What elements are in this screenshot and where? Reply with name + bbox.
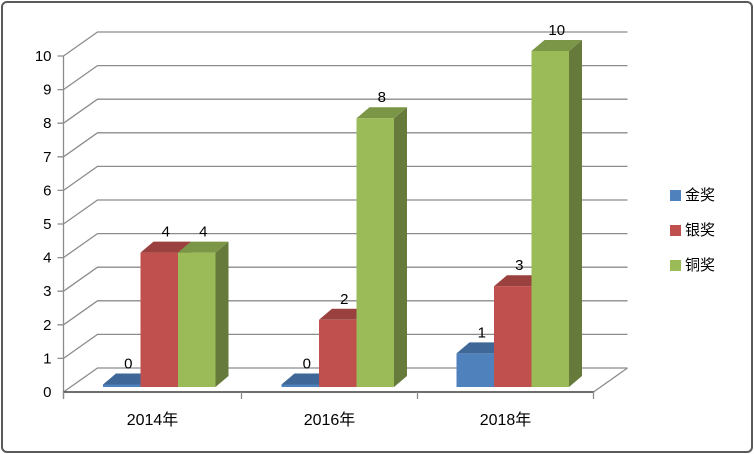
bar-top-s2-c1 <box>356 107 407 119</box>
bar-top-s2-c2 <box>531 40 582 51</box>
bar-side-s2-c1 <box>394 107 407 387</box>
gridline <box>57 64 628 91</box>
y-tick-label: 4 <box>43 250 51 267</box>
bar-side-s2-c0 <box>215 241 229 387</box>
data-label: 0 <box>124 356 132 373</box>
bar-top-s2-c0 <box>178 241 229 253</box>
x-category-label: 2018年 <box>480 411 532 429</box>
bar-front-s0-c0 <box>103 384 141 387</box>
data-label: 0 <box>303 356 311 373</box>
x-category-label: 2016年 <box>304 411 356 429</box>
y-tick-label: 9 <box>43 82 51 99</box>
legend: 金奖 银奖 铜奖 <box>670 186 715 274</box>
data-label: 4 <box>199 224 207 241</box>
y-tick-label: 2 <box>43 317 51 334</box>
bar-front-s0-c2 <box>456 353 494 387</box>
bar-front-s1-c0 <box>140 252 178 387</box>
legend-label-bronze: 铜奖 <box>685 256 716 274</box>
data-label: 1 <box>478 324 486 341</box>
legend-item-bronze: 铜奖 <box>670 256 715 274</box>
y-tick-label: 10 <box>35 48 52 65</box>
data-label: 2 <box>340 291 348 308</box>
bar-front-s1-c1 <box>319 319 357 387</box>
bar-top-s1-c0 <box>140 241 191 253</box>
gridline <box>57 31 628 57</box>
bar-side-s2-c2 <box>569 40 582 387</box>
floor-right-edge <box>593 367 628 393</box>
y-tick-label: 7 <box>43 149 51 166</box>
bar-front-s2-c0 <box>178 252 216 387</box>
y-tick-label: 0 <box>43 384 51 401</box>
legend-item-silver: 银奖 <box>670 221 715 239</box>
legend-label-gold: 金奖 <box>685 186 716 204</box>
legend-swatch-gold <box>670 189 681 201</box>
y-tick-label: 5 <box>43 216 51 233</box>
legend-swatch-silver <box>670 224 681 236</box>
legend-label-silver: 银奖 <box>685 221 716 239</box>
legend-swatch-bronze <box>670 259 681 271</box>
y-tick-label: 8 <box>43 115 51 132</box>
y-tick-label: 3 <box>43 283 51 300</box>
x-category-label: 2014年 <box>127 411 179 429</box>
bar-front-s2-c2 <box>531 51 569 387</box>
gridline <box>57 98 628 124</box>
bar-front-s1-c2 <box>494 286 532 387</box>
bar-front-s2-c1 <box>356 118 394 387</box>
data-label: 8 <box>378 89 386 106</box>
floor-back-edge <box>63 367 628 393</box>
data-label: 10 <box>548 22 565 39</box>
bar-front-s0-c1 <box>281 384 319 387</box>
data-label: 3 <box>515 257 523 274</box>
legend-item-gold: 金奖 <box>670 186 715 204</box>
y-tick-label: 6 <box>43 182 51 199</box>
y-tick-label: 1 <box>43 350 51 367</box>
data-label: 4 <box>162 224 170 241</box>
